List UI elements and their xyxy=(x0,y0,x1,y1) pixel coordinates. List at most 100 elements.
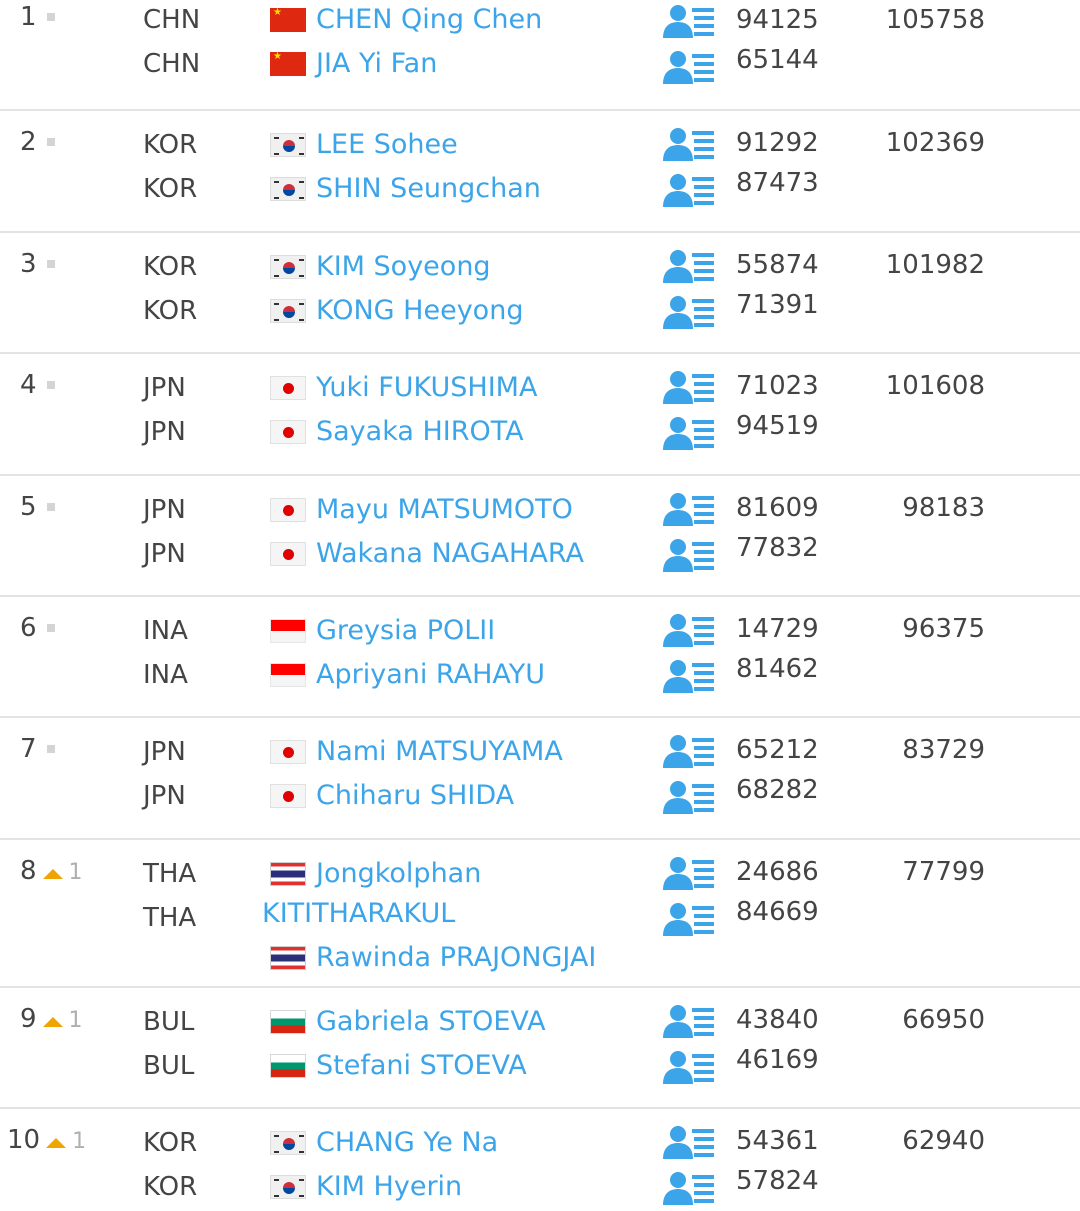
player-line: SHIN Seungchan xyxy=(270,167,541,211)
player-link[interactable]: Nami MATSUYAMA xyxy=(316,736,563,767)
user-list-icon[interactable] xyxy=(662,613,716,649)
unchanged-square xyxy=(46,137,55,146)
player-link[interactable]: Sayaka HIROTA xyxy=(316,416,524,447)
flag-icon xyxy=(270,663,306,687)
rank-change: 1 xyxy=(72,1129,87,1154)
player-line: KONG Heeyong xyxy=(270,289,523,333)
user-list-icon[interactable] xyxy=(662,1004,716,1040)
flag-icon xyxy=(270,8,306,32)
rank-cell: 3 xyxy=(20,249,55,279)
flag-icon xyxy=(270,177,306,201)
total-points: 101608 xyxy=(885,371,985,401)
player-points: 24686 xyxy=(736,857,819,887)
player-points: 54361 xyxy=(736,1126,819,1156)
total-points: 105758 xyxy=(885,5,985,35)
user-list-icon[interactable] xyxy=(662,416,716,452)
player-link[interactable]: Yuki FUKUSHIMA xyxy=(316,372,538,403)
user-list-icon[interactable] xyxy=(662,538,716,574)
flag-icon xyxy=(270,420,306,444)
player-line: Apriyani RAHAYU xyxy=(270,653,545,697)
player-link[interactable]: Stefani STOEVA xyxy=(316,1050,527,1081)
user-list-icon[interactable] xyxy=(662,249,716,285)
up-arrow-icon xyxy=(46,1137,67,1148)
player-link[interactable]: Chiharu SHIDA xyxy=(316,780,515,811)
rank-cell: 10 1 xyxy=(7,1125,86,1155)
player-link[interactable]: Mayu MATSUMOTO xyxy=(316,494,573,525)
flag-icon xyxy=(270,376,306,400)
player-line: KIM Hyerin xyxy=(270,1165,462,1209)
player-line: Gabriela STOEVA xyxy=(270,1000,546,1044)
user-list-icon[interactable] xyxy=(662,295,716,331)
rank-cell: 2 xyxy=(20,127,55,157)
user-list-icon[interactable] xyxy=(662,370,716,406)
player-line: CHANG Ye Na xyxy=(270,1121,498,1165)
country-code: KOR xyxy=(143,174,198,204)
player-link[interactable]: Gabriela STOEVA xyxy=(316,1006,546,1037)
player-points: 43840 xyxy=(736,1005,819,1035)
player-link[interactable]: LEE Sohee xyxy=(316,129,458,160)
player-link[interactable]: CHEN Qing Chen xyxy=(316,4,543,35)
player-line: JIA Yi Fan xyxy=(270,42,437,86)
player-points: 84669 xyxy=(736,897,819,927)
player-line: Greysia POLII xyxy=(270,609,495,653)
player-link[interactable]: CHANG Ye Na xyxy=(316,1127,499,1158)
rank-number: 1 xyxy=(20,2,37,32)
user-list-icon[interactable] xyxy=(662,50,716,86)
rank-cell: 1 xyxy=(20,2,55,32)
player-link[interactable]: KONG Heeyong xyxy=(316,295,524,326)
country-code: JPN xyxy=(143,781,186,811)
user-list-icon[interactable] xyxy=(662,780,716,816)
flag-icon xyxy=(270,133,306,157)
player-link[interactable]: SHIN Seungchan xyxy=(316,173,541,204)
country-code: KOR xyxy=(143,130,198,160)
total-points: 102369 xyxy=(885,128,985,158)
flag-icon xyxy=(270,52,306,76)
player-link[interactable]: Rawinda PRAJONGJAI xyxy=(316,942,597,973)
ranking-row: 9 1 BUL BUL Gabriela STOEVA Stefani STOEVA 438… xyxy=(0,988,1080,1109)
ranking-row: 2 KOR KOR LEE Sohee SHIN Seungchan 91292 87473… xyxy=(0,111,1080,233)
flag-icon xyxy=(270,946,306,970)
player-link[interactable]: KIM Hyerin xyxy=(316,1171,463,1202)
rank-number: 8 xyxy=(20,856,37,886)
player-link[interactable]: KITITHARAKUL xyxy=(262,898,456,929)
player-line: Yuki FUKUSHIMA xyxy=(270,366,537,410)
player-link[interactable]: Greysia POLII xyxy=(316,615,496,646)
user-list-icon[interactable] xyxy=(662,856,716,892)
country-code: KOR xyxy=(143,252,198,282)
unchanged-square xyxy=(46,259,55,268)
user-list-icon[interactable] xyxy=(662,1050,716,1086)
user-list-icon[interactable] xyxy=(662,4,716,40)
user-list-icon[interactable] xyxy=(662,492,716,528)
user-list-icon[interactable] xyxy=(662,659,716,695)
player-link[interactable]: Wakana NAGAHARA xyxy=(316,538,584,569)
player-line: Mayu MATSUMOTO xyxy=(270,488,573,532)
player-points: 57824 xyxy=(736,1166,819,1196)
player-link[interactable]: Jongkolphan xyxy=(316,858,482,889)
player-link[interactable]: KIM Soyeong xyxy=(316,251,491,282)
total-points: 83729 xyxy=(902,735,985,765)
rank-cell: 7 xyxy=(20,734,55,764)
flag-icon xyxy=(270,784,306,808)
user-list-icon[interactable] xyxy=(662,1171,716,1207)
flag-icon xyxy=(270,1010,306,1034)
total-points: 101982 xyxy=(885,250,985,280)
ranking-row: 10 1 KOR KOR CHANG Ye Na KIM Hyerin 54361 57824… xyxy=(0,1109,1080,1207)
country-code: CHN xyxy=(143,5,201,35)
country-code: JPN xyxy=(143,417,186,447)
player-points: 55874 xyxy=(736,250,819,280)
player-link[interactable]: JIA Yi Fan xyxy=(316,48,438,79)
user-list-icon[interactable] xyxy=(662,127,716,163)
total-points: 98183 xyxy=(902,493,985,523)
user-list-icon[interactable] xyxy=(662,173,716,209)
unchanged-square xyxy=(46,12,55,21)
user-list-icon[interactable] xyxy=(662,1125,716,1161)
player-line: KIM Soyeong xyxy=(270,245,491,289)
user-list-icon[interactable] xyxy=(662,734,716,770)
player-link[interactable]: Apriyani RAHAYU xyxy=(316,659,545,690)
unchanged-square xyxy=(46,623,55,632)
user-list-icon[interactable] xyxy=(662,902,716,938)
player-points: 77832 xyxy=(736,533,819,563)
country-code: JPN xyxy=(143,373,186,403)
up-arrow-icon xyxy=(42,868,63,879)
